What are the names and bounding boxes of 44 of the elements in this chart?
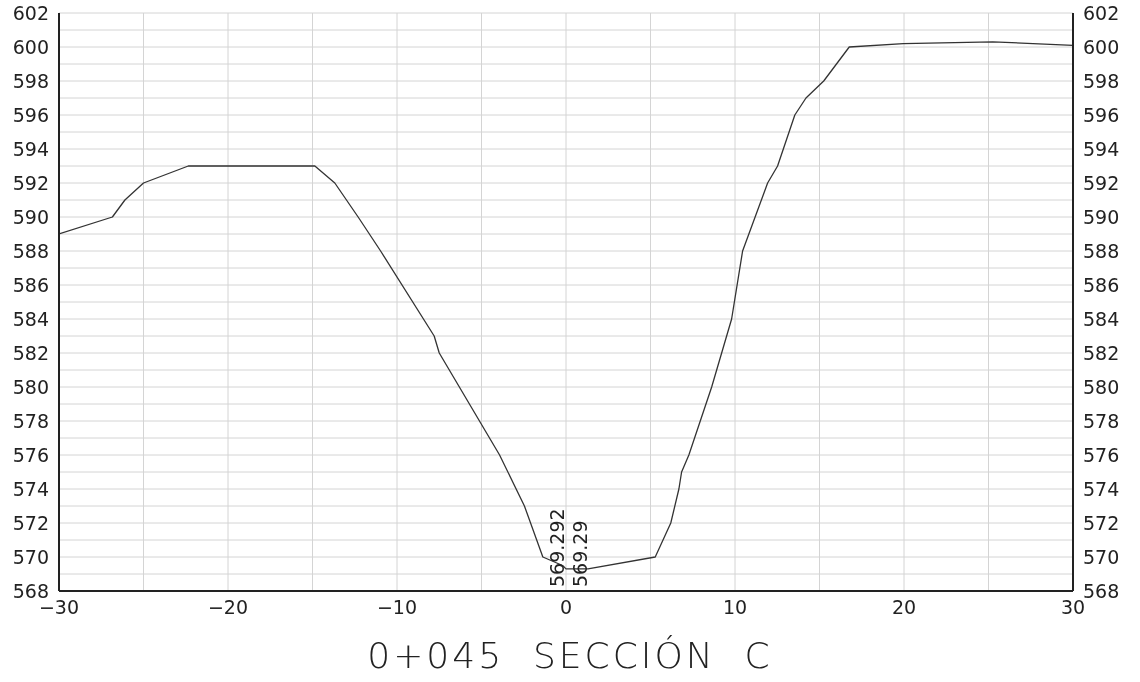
y2-tick-label: 588 (1083, 239, 1120, 262)
y2-tick-label: 580 (1083, 375, 1120, 398)
y-tick-label: 584 (12, 307, 49, 330)
y-tick-label: 598 (12, 69, 49, 92)
y-tick-label: 570 (12, 545, 49, 568)
y2-tick-label: 590 (1083, 205, 1120, 228)
x-tick-label: −20 (207, 596, 249, 619)
y2-tick-label: 578 (1083, 409, 1120, 432)
y-tick-label: 588 (12, 239, 49, 262)
y2-tick-label: 594 (1083, 137, 1120, 160)
text: 0+045 SECCIÓN C (366, 635, 774, 676)
annotation: 569.29 (569, 520, 591, 587)
y2-tick-label: 582 (1083, 341, 1120, 364)
y2-tick-label: 574 (1083, 477, 1120, 500)
y-tick-label: 602 (12, 1, 49, 24)
y-tick-label: 586 (12, 273, 49, 296)
x-tick-label: 10 (722, 596, 748, 619)
y-tick-label: 576 (12, 443, 49, 466)
y-tick-label: 590 (12, 205, 49, 228)
y2-tick-label: 570 (1083, 545, 1120, 568)
annotation: 569.292 (546, 508, 568, 587)
y-tick-label: 596 (12, 103, 49, 126)
x-tick-label: −10 (376, 596, 418, 619)
y-tick-label: 580 (12, 375, 49, 398)
y2-tick-label: 572 (1083, 511, 1120, 534)
y2-tick-label: 568 (1083, 579, 1120, 602)
y-tick-label: 578 (12, 409, 49, 432)
y2-tick-label: 596 (1083, 103, 1120, 126)
y2-tick-label: 592 (1083, 171, 1120, 194)
y2-tick-label: 576 (1083, 443, 1120, 466)
y2-tick-label: 586 (1083, 273, 1120, 296)
y2-tick-label: 600 (1083, 35, 1120, 58)
y-tick-label: 592 (12, 171, 49, 194)
y-tick-label: 572 (12, 511, 49, 534)
y-tick-label: 600 (12, 35, 49, 58)
y-tick-label: 582 (12, 341, 49, 364)
y-tick-label: 594 (12, 137, 49, 160)
x-tick-label: 0 (559, 596, 573, 619)
y2-tick-label: 598 (1083, 69, 1120, 92)
x-tick-label: 20 (891, 596, 917, 619)
y-tick-label: 574 (12, 477, 49, 500)
y2-tick-label: 584 (1083, 307, 1120, 330)
y2-tick-label: 602 (1083, 1, 1120, 24)
y-tick-label: 568 (12, 579, 49, 602)
